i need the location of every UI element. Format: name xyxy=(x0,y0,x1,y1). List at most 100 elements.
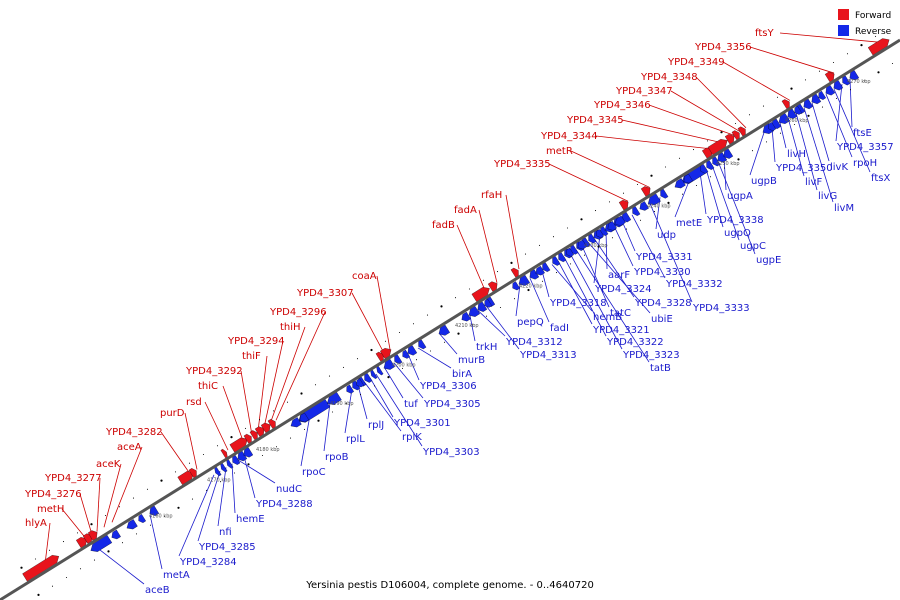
kbp-tick-4230-kbp: 4230 kbp xyxy=(584,243,608,249)
leader-coaa xyxy=(376,275,391,350)
gene-label-thif: thiF xyxy=(242,351,261,362)
gene-feature-nudc xyxy=(237,450,248,462)
gene-label-meta: metA xyxy=(163,570,190,581)
gene-feature-unlabeled-9 xyxy=(484,298,493,308)
leader-rsd xyxy=(204,401,229,451)
leader-bira xyxy=(417,347,452,369)
tick-dot xyxy=(398,331,401,334)
gene-feature-pepq xyxy=(518,274,531,286)
gene-feature-rpll xyxy=(352,380,361,391)
leader-ypd4-3322 xyxy=(563,256,607,337)
tick-dot xyxy=(104,514,107,517)
gene-feature-rpob xyxy=(327,391,342,405)
tick-dot xyxy=(79,568,82,570)
gene-label-aceb: aceB xyxy=(145,585,170,596)
genome-backbone xyxy=(0,38,900,600)
leader-ypd4-3331 xyxy=(621,220,636,252)
gene-label-ypd4-3349: YPD4_3349 xyxy=(667,57,725,68)
gene-feature-livm xyxy=(803,98,814,110)
leader-rpll xyxy=(344,388,353,434)
gene-label-bira: birA xyxy=(452,369,472,380)
gene-feature-tuf xyxy=(383,358,396,370)
gene-feature-heme xyxy=(232,455,241,465)
gene-label-ypd4-3347: YPD4_3347 xyxy=(615,86,673,97)
leader-livf xyxy=(787,117,805,177)
gene-feature-unlabeled-2 xyxy=(138,513,147,523)
tick-dot xyxy=(552,236,555,238)
leader-livh xyxy=(779,122,787,149)
gene-feature-unlabeled-7 xyxy=(402,349,411,359)
gene-feature-ypd4-3305 xyxy=(394,354,403,365)
tick-dot xyxy=(191,498,194,500)
leader-ypd4-3282 xyxy=(160,431,191,475)
gene-feature-unlabeled-14 xyxy=(596,229,605,238)
tick-dot xyxy=(118,506,121,508)
gene-label-ypd4-3307: YPD4_3307 xyxy=(296,288,354,299)
tick-dot xyxy=(762,105,765,107)
tick-dot xyxy=(174,471,177,473)
tick-dot xyxy=(471,324,474,326)
gene-feature-ypd4-3332 xyxy=(632,206,641,216)
gene-feature-livk xyxy=(811,93,822,105)
gene-feature-unlabeled-13 xyxy=(577,239,587,250)
leader-ugpe xyxy=(717,161,756,255)
leader-ypd4-3357 xyxy=(835,84,843,142)
leader-ftse xyxy=(849,79,853,128)
leader-aceb xyxy=(96,547,145,585)
gene-label-ypd4-3312: YPD4_3312 xyxy=(505,337,563,348)
tick-dot xyxy=(807,114,810,117)
tick-dot xyxy=(611,237,614,239)
kbp-tick-4270-kbp: 4270 kbp xyxy=(847,79,871,85)
leader-ftsy xyxy=(779,32,884,43)
leader-ypd4-3296 xyxy=(275,311,326,421)
tick-dot xyxy=(482,279,485,281)
tick-dot xyxy=(454,297,457,299)
gene-label-hlya: hlyA xyxy=(25,518,47,529)
legend-reverse-label: Reverse xyxy=(855,27,892,37)
tick-dot xyxy=(314,384,317,386)
gene-label-udp: udp xyxy=(657,230,676,241)
gene-feature-ypd4-3346 xyxy=(724,134,735,145)
gene-feature-rfah xyxy=(510,267,519,278)
gene-feature-hlya xyxy=(22,555,59,582)
tick-dot xyxy=(709,176,712,178)
tick-dot xyxy=(62,541,65,543)
leader-ypd4-3306 xyxy=(407,353,420,381)
gene-label-rplj: rplJ xyxy=(368,420,384,431)
kbp-tick-4170-kbp: 4170 kbp xyxy=(207,477,231,483)
gene-feature-aceb xyxy=(90,534,113,552)
tick-dot xyxy=(384,340,387,342)
leader-heme xyxy=(231,463,236,514)
tick-dot xyxy=(734,122,737,125)
gene-label-ypd4-3294: YPD4_3294 xyxy=(227,336,285,347)
leader-ubie xyxy=(587,241,651,314)
tick-dot xyxy=(650,174,653,177)
gene-label-tuf: tuf xyxy=(404,399,418,410)
tick-dot xyxy=(37,593,40,597)
gene-label-livh: livH xyxy=(787,149,806,160)
leader-ypd4-3335 xyxy=(548,163,629,202)
gene-feature-unlabeled-16 xyxy=(614,215,626,226)
gene-feature-unlabeled-17 xyxy=(639,201,649,211)
tick-dot xyxy=(356,358,359,360)
tick-dot xyxy=(594,210,597,212)
minor-ticks xyxy=(20,35,894,597)
tick-dot xyxy=(275,446,278,448)
tick-dot xyxy=(569,263,572,265)
tick-dot xyxy=(163,515,166,518)
tick-dot xyxy=(524,253,527,255)
tick-dot xyxy=(272,410,275,412)
gene-label-nudc: nudC xyxy=(276,484,302,495)
tick-dot xyxy=(580,218,583,221)
tick-dot xyxy=(821,106,824,108)
gene-feature-ypd4-3333 xyxy=(647,193,661,206)
leader-ypd4-3318 xyxy=(541,270,550,298)
tick-dot xyxy=(345,402,348,404)
gene-feature-meta xyxy=(149,505,160,516)
tick-dot xyxy=(146,488,149,490)
gene-feature-unlabeled-11 xyxy=(535,265,545,276)
label-leaders xyxy=(44,32,884,585)
gene-label-nfi: nfi xyxy=(219,527,232,538)
tick-dot xyxy=(258,419,261,421)
